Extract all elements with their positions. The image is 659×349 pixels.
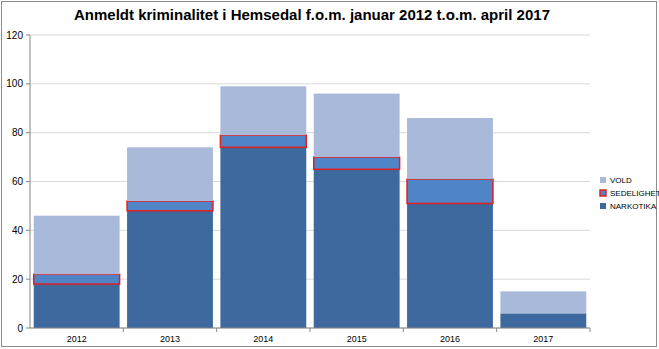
y-tick — [26, 83, 30, 84]
y-tick-label: 80 — [12, 127, 24, 138]
x-tick-label: 2017 — [533, 334, 553, 344]
bar-segment — [127, 211, 213, 328]
y-tick-label: 20 — [12, 274, 24, 285]
bar-segment — [220, 147, 306, 328]
bar-segment — [34, 284, 120, 328]
bar-segment — [314, 157, 400, 169]
y-tick-label: 0 — [17, 323, 23, 334]
x-tick — [216, 328, 217, 332]
bars — [34, 86, 587, 328]
y-tick — [26, 279, 30, 280]
bar-segment — [407, 179, 493, 203]
y-tick-label: 40 — [12, 225, 24, 236]
y-tick — [26, 35, 30, 36]
title: Anmeldt kriminalitet i Hemsedal f.o.m. j… — [74, 6, 550, 23]
bar-segment — [500, 291, 586, 313]
x-tick — [310, 328, 311, 332]
grid-line — [30, 181, 590, 182]
y-tick-label: 100 — [6, 78, 23, 89]
grid-line — [30, 132, 590, 133]
y-axis — [30, 35, 31, 328]
grid-line — [30, 35, 590, 36]
bar-segment — [34, 274, 120, 284]
bar-segment — [314, 94, 400, 157]
legend-swatch — [600, 203, 606, 209]
bar-segment — [127, 201, 213, 211]
x-tick-label: 2012 — [67, 334, 87, 344]
y-tick-label: 60 — [12, 176, 24, 187]
x-tick-label: 2015 — [347, 334, 367, 344]
bar-segment — [34, 216, 120, 275]
y-tick — [26, 132, 30, 133]
bar-segment — [500, 313, 586, 328]
bar-segment — [127, 147, 213, 201]
legend-swatch — [600, 190, 606, 196]
x-tick — [496, 328, 497, 332]
x-tick — [403, 328, 404, 332]
x-tick — [123, 328, 124, 332]
bar-segment — [314, 169, 400, 328]
y-tick — [26, 181, 30, 182]
legend-swatch — [600, 177, 606, 183]
y-tick-label: 120 — [6, 30, 23, 41]
bar-segment — [407, 203, 493, 328]
x-tick-label: 2014 — [253, 334, 273, 344]
x-tick-label: 2016 — [440, 334, 460, 344]
grid-line — [30, 83, 590, 84]
legend-label: NARKOTIKA — [610, 202, 657, 211]
y-tick — [26, 230, 30, 231]
x-tick — [590, 328, 591, 332]
legend-label: VOLD — [610, 176, 632, 185]
bar-segment — [407, 118, 493, 179]
bar-segment — [220, 86, 306, 135]
chart: Anmeldt kriminalitet i Hemsedal f.o.m. j… — [0, 0, 659, 349]
bar-segment — [220, 135, 306, 147]
legend-label: SEDELIGHET — [610, 189, 659, 198]
y-tick — [26, 328, 30, 329]
chart-frame — [2, 2, 657, 347]
x-tick-label: 2013 — [160, 334, 180, 344]
